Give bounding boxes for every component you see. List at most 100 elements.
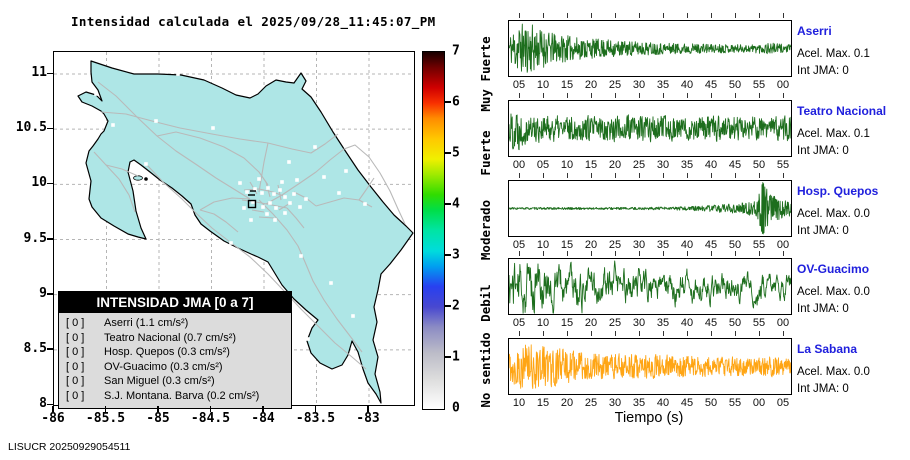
map-y-tick	[47, 238, 53, 240]
seismogram-top-tick	[519, 330, 520, 336]
seismogram-tick-label: 35	[656, 317, 670, 329]
seismogram-panel: 00 05 10 15 20 25 30 35 40 45 50 55	[508, 92, 792, 171]
station-name: Aserri	[797, 24, 832, 38]
seismogram-top-tick	[639, 92, 640, 98]
seismogram-tick-label: 25	[608, 239, 622, 251]
seismogram-plot	[509, 182, 791, 235]
seismogram-tick-label: 10	[560, 159, 574, 171]
map-y-tick-label: 8	[39, 396, 47, 411]
station-marker	[363, 202, 367, 206]
legend-station-label: San Miguel (0.3 cm/s²)	[104, 375, 215, 388]
legend-station-label: OV-Guacimo (0.3 cm/s²)	[104, 360, 223, 373]
seismogram-panel: 10 15 20 25 30 35 40 45 50 55 00 05	[508, 330, 792, 409]
colorbar-tick	[444, 152, 451, 154]
seismogram-tick-label: 00	[752, 397, 766, 409]
seismogram-tick-label: 35	[656, 79, 670, 91]
station-marker	[274, 206, 278, 210]
seismogram-tick-label: 40	[680, 239, 694, 251]
map-x-tick	[367, 405, 369, 412]
station-marker	[266, 186, 270, 190]
seismogram-tick-label: 55	[728, 397, 742, 409]
station-marker	[204, 231, 208, 235]
seismogram-top-tick	[567, 250, 568, 256]
seismogram-top-tick	[567, 92, 568, 98]
road	[286, 207, 305, 229]
jma-intensity-legend: INTENSIDAD JMA [0 a 7] [ 0 ] Aserri (1.1 …	[58, 291, 292, 409]
map-y-tick	[47, 182, 53, 185]
gulf-island	[133, 175, 143, 181]
map-y-tick	[47, 293, 53, 295]
station-name: Teatro Nacional	[797, 104, 887, 118]
legend-row: [ 0 ] OV-Guacimo (0.3 cm/s²)	[59, 360, 291, 375]
station-int-jma: Int JMA: 0	[797, 303, 849, 315]
seismogram-tick-label: 45	[680, 397, 694, 409]
seismogram-tick-label: 20	[608, 159, 622, 171]
seismogram-top-tick	[687, 92, 688, 98]
seismogram-top-tick	[663, 250, 664, 256]
seismogram-tick-label: 50	[728, 317, 742, 329]
seismogram-tick-label: 10	[536, 79, 550, 91]
seismogram-tick-label: 30	[632, 79, 646, 91]
legend-station-label: Teatro Nacional (0.7 cm/s²)	[104, 331, 237, 344]
road	[105, 164, 139, 177]
map-y-tick	[47, 127, 53, 130]
road	[265, 144, 406, 225]
seismogram-top-tick	[639, 12, 640, 18]
seismogram-top-tick	[711, 172, 712, 178]
station-acel-max: Acel. Max. 0.0	[797, 286, 870, 298]
seismogram-top-tick	[543, 12, 544, 18]
map-y-tick	[47, 348, 53, 350]
seismogram-tick-label: 10	[536, 239, 550, 251]
seismogram-top-tick	[735, 250, 736, 256]
legend-row: [ 0 ] San Miguel (0.3 cm/s²)	[59, 374, 291, 389]
station-marker	[253, 187, 257, 191]
map-x-tick-label: -85.5	[85, 411, 126, 426]
seismogram-top-tick	[591, 172, 592, 178]
seismogram-top-tick	[639, 330, 640, 336]
seismogram-panel: 05 10 15 20 25 30 35 40 45 50 55 00	[508, 172, 792, 251]
legend-rows: [ 0 ] Aserri (1.1 cm/s²) [ 0 ] Teatro Nacio…	[59, 313, 291, 408]
city-marker	[144, 177, 148, 181]
seismogram-top-tick	[711, 330, 712, 336]
seismogram-tick-label: 05	[512, 79, 526, 91]
seismogram-top-tick	[591, 92, 592, 98]
seismogram-tick-label: 40	[680, 79, 694, 91]
colorbar-tick-number: 5	[452, 145, 460, 161]
seismogram-top-tick	[783, 12, 784, 18]
seismogram-tick-label: 05	[512, 239, 526, 251]
road	[199, 209, 239, 233]
seismogram-tick-label: 50	[728, 239, 742, 251]
seismogram-tick-label: 25	[608, 317, 622, 329]
map-canvas	[54, 52, 414, 405]
seismogram-tick-label: 35	[680, 159, 694, 171]
seismogram-top-tick	[711, 92, 712, 98]
station-marker	[351, 314, 355, 318]
legend-title: INTENSIDAD JMA [0 a 7]	[59, 292, 291, 313]
station-marker	[268, 201, 272, 205]
colorbar-zone-label: Muy Fuerte	[478, 36, 493, 112]
intensity-colorbar	[422, 51, 445, 410]
seismogram-top-tick	[663, 330, 664, 336]
seismogram-trace	[509, 260, 791, 314]
road	[146, 164, 367, 370]
seismogram-top-tick	[759, 250, 760, 256]
seismogram-top-tick	[543, 250, 544, 256]
seismogram-tick-label: 15	[560, 317, 574, 329]
map-y-tick-label: 10.5	[15, 120, 47, 136]
colorbar-tick-number: 2	[452, 298, 460, 314]
seismogram-top-tick	[567, 330, 568, 336]
legend-jma-value: [ 0 ]	[66, 375, 85, 388]
legend-row: [ 0 ] Hosp. Quepos (0.3 cm/s²)	[59, 345, 291, 360]
station-marker	[111, 123, 115, 127]
colorbar-tick	[444, 254, 451, 256]
seismogram-plot	[509, 344, 791, 389]
station-marker	[94, 92, 98, 96]
seismogram-tick-label: 40	[704, 159, 718, 171]
seismogram-top-tick	[663, 172, 664, 178]
seismogram-tick-label: 25	[584, 397, 598, 409]
station-marker	[261, 205, 265, 209]
station-marker	[337, 191, 341, 195]
legend-jma-value: [ 0 ]	[66, 360, 85, 373]
legend-jma-value: [ 0 ]	[66, 331, 85, 344]
seismogram-top-tick	[759, 330, 760, 336]
